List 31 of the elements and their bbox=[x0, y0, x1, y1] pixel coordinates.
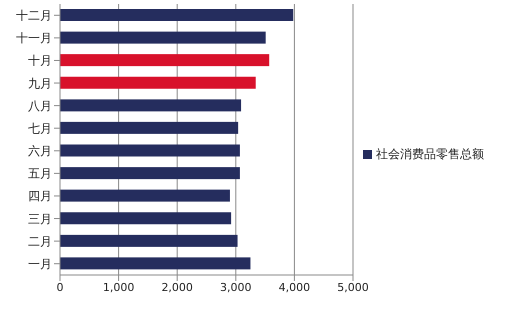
legend-label: 社会消费品零售总额 bbox=[376, 147, 484, 161]
bar bbox=[60, 9, 294, 21]
bar bbox=[60, 122, 238, 134]
bar bbox=[60, 234, 238, 247]
bar bbox=[60, 76, 256, 89]
x-tick-label: 0 bbox=[56, 280, 64, 294]
y-tick-label: 六月 bbox=[28, 144, 52, 158]
bar bbox=[60, 144, 240, 156]
x-tick-label: 4,000 bbox=[278, 280, 310, 294]
y-tick-label: 三月 bbox=[28, 212, 52, 226]
y-tick-label: 十月 bbox=[28, 54, 52, 68]
x-tick-label: 2,000 bbox=[161, 280, 193, 294]
y-tick-label: 四月 bbox=[28, 189, 52, 204]
bar bbox=[60, 190, 230, 202]
y-tick-label: 八月 bbox=[28, 98, 52, 113]
x-tick-label: 1,000 bbox=[102, 280, 134, 294]
y-tick-label: 二月 bbox=[28, 234, 52, 248]
y-tick-label: 十二月 bbox=[16, 8, 52, 23]
y-tick-label: 七月 bbox=[28, 121, 52, 136]
bar bbox=[60, 212, 232, 224]
x-tick-label: 3,000 bbox=[220, 280, 252, 294]
y-tick-label: 十一月 bbox=[16, 31, 52, 46]
bar bbox=[60, 167, 240, 180]
bar bbox=[60, 54, 270, 66]
y-tick-label: 五月 bbox=[28, 166, 52, 181]
y-tick-label: 九月 bbox=[28, 76, 52, 90]
bar bbox=[60, 32, 266, 44]
bar bbox=[60, 99, 242, 112]
bar bbox=[60, 257, 250, 270]
x-tick-label: 5,000 bbox=[337, 280, 369, 294]
y-tick-label: 一月 bbox=[28, 256, 52, 271]
